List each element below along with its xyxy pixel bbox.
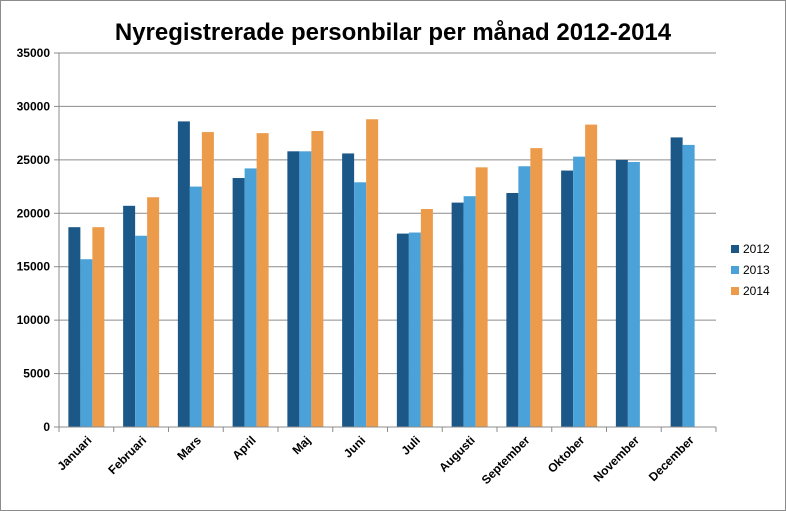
x-tick-label: December [646,433,697,484]
bar-2013 [135,235,148,427]
bar-2012 [177,121,190,427]
bar-2013 [408,232,421,427]
x-tick-label: Oktober [545,433,588,476]
x-tick-label: Augusti [436,433,477,474]
x-tick-label: Mars [174,433,204,463]
bar-2014 [311,131,324,427]
grid-lines [59,52,716,375]
chart-title: Nyregistrerade personbilar per månad 201… [115,19,672,46]
bars [68,119,695,428]
bar-2014 [256,133,269,427]
legend-swatch-2012 [731,245,739,253]
bar-2012 [396,233,409,427]
bar-2013 [518,166,531,428]
bar-2013 [354,182,367,427]
y-tick-label: 10000 [17,313,51,327]
bar-2013 [627,161,640,427]
y-axis: 0 5000 10000 15000 20000 25000 30000 35000 [17,46,60,434]
y-tick-label: 35000 [17,46,51,60]
y-tick-label: 15000 [17,260,51,274]
x-tick-label: Januari [54,433,94,473]
bar-2013 [80,259,93,427]
bar-2012 [451,202,464,427]
bar-2014 [475,167,488,427]
bar-2013 [189,186,202,427]
bar-2012 [670,137,683,427]
x-tick-label: September [479,433,533,487]
y-tick-label: 20000 [17,206,51,220]
bar-2014 [366,119,379,427]
bar-2013 [299,151,312,427]
x-tick-label: April [230,433,259,462]
y-tick-label: 30000 [17,99,51,113]
x-tick-label: Maj [289,433,313,457]
bar-2014 [530,148,543,428]
legend-swatch-2014 [731,287,739,295]
x-axis: Januari Februari Mars April Maj Juni Juli Augus… [54,426,717,487]
bar-2012 [232,178,245,427]
x-tick-label: Februari [105,433,149,477]
bar-2013 [463,196,476,427]
bar-2013 [682,144,695,427]
bar-2013 [573,156,586,427]
bar-2014 [585,124,598,427]
x-tick-label: Juli [398,433,423,458]
legend-label: 2014 [743,284,770,298]
legend-label: 2013 [743,263,770,277]
legend-label: 2012 [743,242,770,256]
bar-2014 [201,132,214,427]
bar-2012 [561,170,574,428]
y-tick-label: 5000 [23,367,50,381]
legend: 2012 2013 2014 [731,242,770,298]
bar-2012 [506,192,519,427]
bar-2013 [244,168,257,428]
x-tick-label: November [591,433,643,485]
bar-2014 [92,227,105,427]
bar-2012 [68,227,81,427]
legend-swatch-2013 [731,266,739,274]
bar-2012 [287,151,300,427]
y-tick-label: 0 [43,420,50,434]
bar-2014 [420,209,433,427]
bar-2012 [342,153,355,427]
y-tick-label: 25000 [17,153,51,167]
bar-2012 [615,159,628,427]
bar-2014 [147,197,160,427]
bar-2012 [123,205,136,427]
x-tick-label: Juni [341,433,368,460]
